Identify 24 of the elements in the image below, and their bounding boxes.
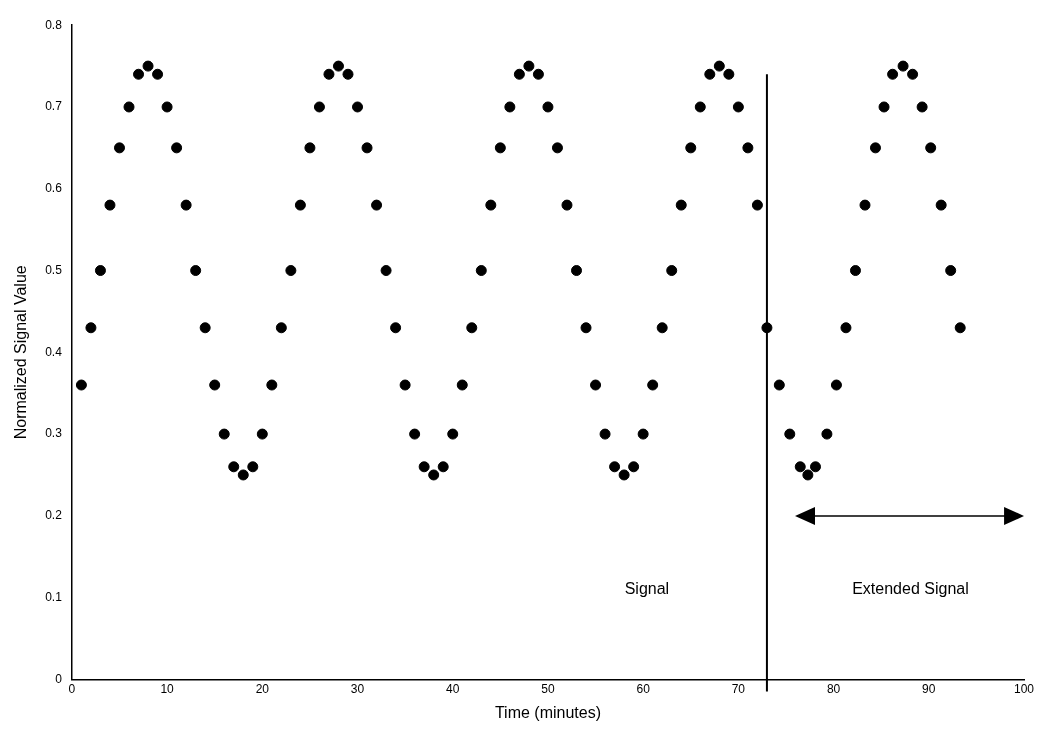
y-tick-label: 0.4 <box>45 344 63 359</box>
x-tick-label: 10 <box>160 681 175 696</box>
y-tick-label: 0 <box>55 671 63 686</box>
annotation: Extended Signal <box>852 579 969 597</box>
x-tick-label: 90 <box>922 681 936 696</box>
y-tick-label: 0.1 <box>45 589 63 604</box>
y-tick-label: 0.6 <box>45 181 63 196</box>
x-tick-label: 30 <box>350 681 365 696</box>
x-tick-label: 60 <box>636 681 651 696</box>
x-tick-label: 70 <box>731 681 746 696</box>
y-tick-label: 0.2 <box>45 508 63 523</box>
x-tick-label: 20 <box>255 681 270 696</box>
x-axis-title: Time (minutes) <box>494 703 601 721</box>
x-tick-label: 50 <box>541 681 555 696</box>
x-tick-label: 100 <box>1013 681 1035 696</box>
y-tick-label: 0.8 <box>45 17 63 32</box>
y-axis-title: Normalized Signal Value <box>12 265 30 440</box>
x-tick-label: 40 <box>446 681 460 696</box>
y-tick-label: 0.7 <box>45 99 63 114</box>
y-tick-label: 0.3 <box>45 426 63 441</box>
x-tick-label: 0 <box>68 681 76 696</box>
y-tick-label: 0.5 <box>45 262 63 277</box>
annotation: Signal <box>624 579 670 597</box>
x-tick-label: 80 <box>826 681 841 696</box>
